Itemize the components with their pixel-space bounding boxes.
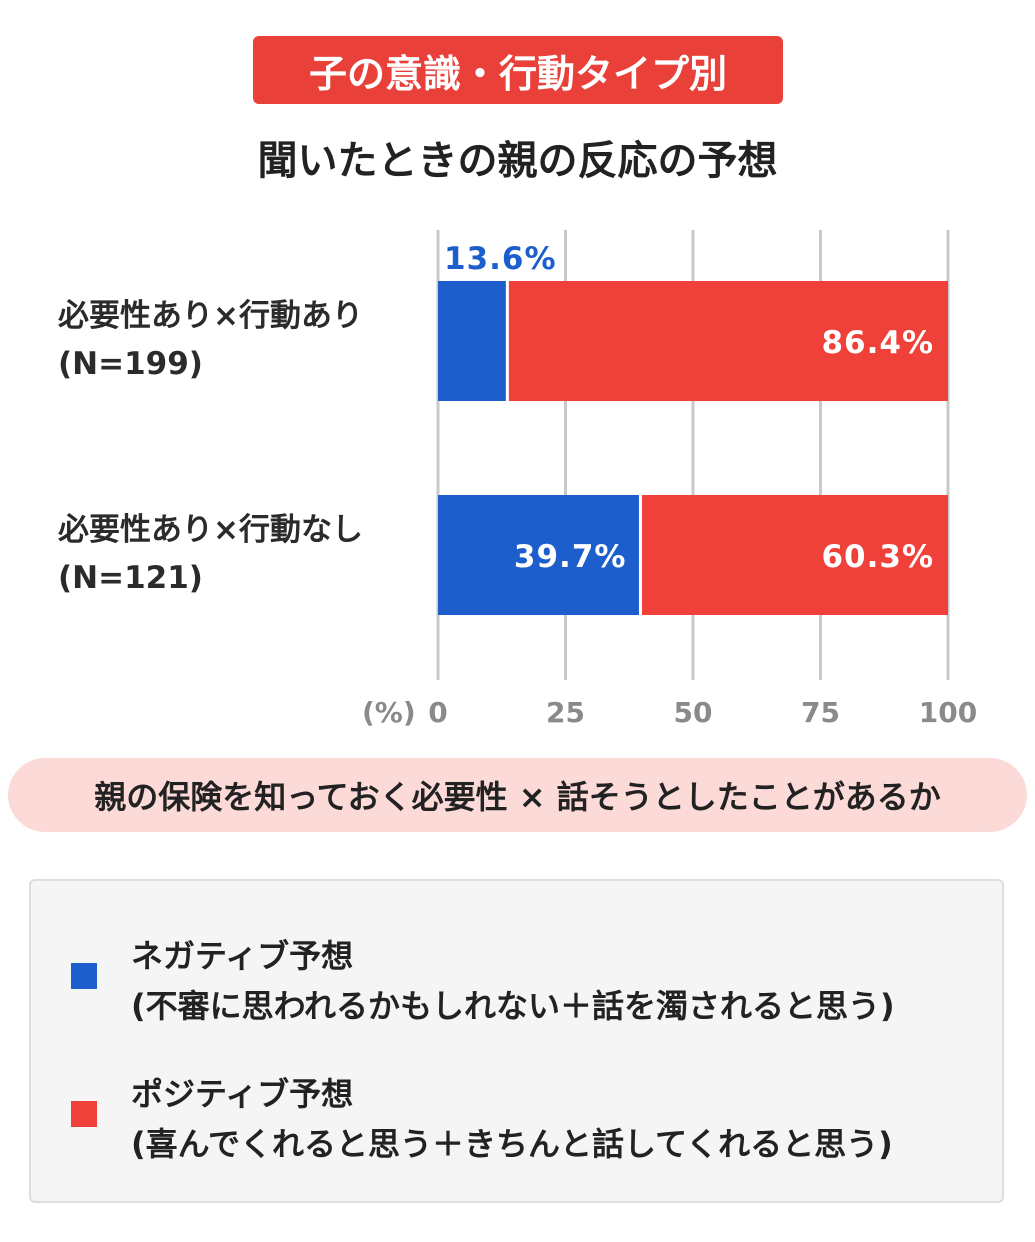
chart-badge: 子の意識・行動タイプ別 bbox=[253, 36, 783, 104]
x-tick-label: 50 bbox=[674, 696, 713, 729]
legend-swatch-positive bbox=[71, 1101, 97, 1127]
chart-title: 聞いたときの親の反応の予想 bbox=[257, 138, 778, 184]
x-tick-label: 75 bbox=[801, 696, 840, 729]
data-label: 86.4% bbox=[821, 325, 934, 361]
legend: ネガティブ予想 (不審に思われるかもしれない＋話を濁されると思う) ポジティブ予… bbox=[29, 879, 1004, 1203]
bar-segment bbox=[640, 495, 948, 615]
category-n-label: (N=121) bbox=[58, 560, 203, 596]
x-tick-label: 0 bbox=[428, 696, 447, 729]
bar-segment bbox=[438, 495, 641, 615]
stacked-bar-chart: 0 25 50 75 100 (%) 13.6% 86.4% 必要性あり×行動あり (N=199)… bbox=[58, 230, 977, 729]
x-unit-label: (%) bbox=[362, 696, 416, 729]
legend-desc-positive: (喜んでくれると思う＋きちんと話してくれると思う) bbox=[131, 1125, 893, 1163]
category-n-label: (N=199) bbox=[58, 346, 203, 382]
legend-label-negative: ネガティブ予想 bbox=[131, 937, 354, 975]
legend-swatch-negative bbox=[71, 963, 97, 989]
bar-segment bbox=[507, 281, 948, 401]
x-tick-label: 25 bbox=[546, 696, 585, 729]
category-label: 必要性あり×行動なし bbox=[58, 512, 363, 548]
x-tick-label: 100 bbox=[919, 696, 977, 729]
legend-desc-negative: (不審に思われるかもしれない＋話を濁されると思う) bbox=[131, 987, 895, 1025]
data-label: 39.7% bbox=[514, 539, 627, 575]
legend-label-positive: ポジティブ予想 bbox=[131, 1075, 354, 1113]
data-label: 13.6% bbox=[444, 241, 557, 277]
axis-caption: 親の保険を知っておく必要性 × 話そうとしたことがあるか bbox=[8, 758, 1027, 832]
data-label: 60.3% bbox=[821, 539, 934, 575]
category-label: 必要性あり×行動あり bbox=[58, 298, 363, 334]
bar-segment bbox=[438, 281, 508, 401]
